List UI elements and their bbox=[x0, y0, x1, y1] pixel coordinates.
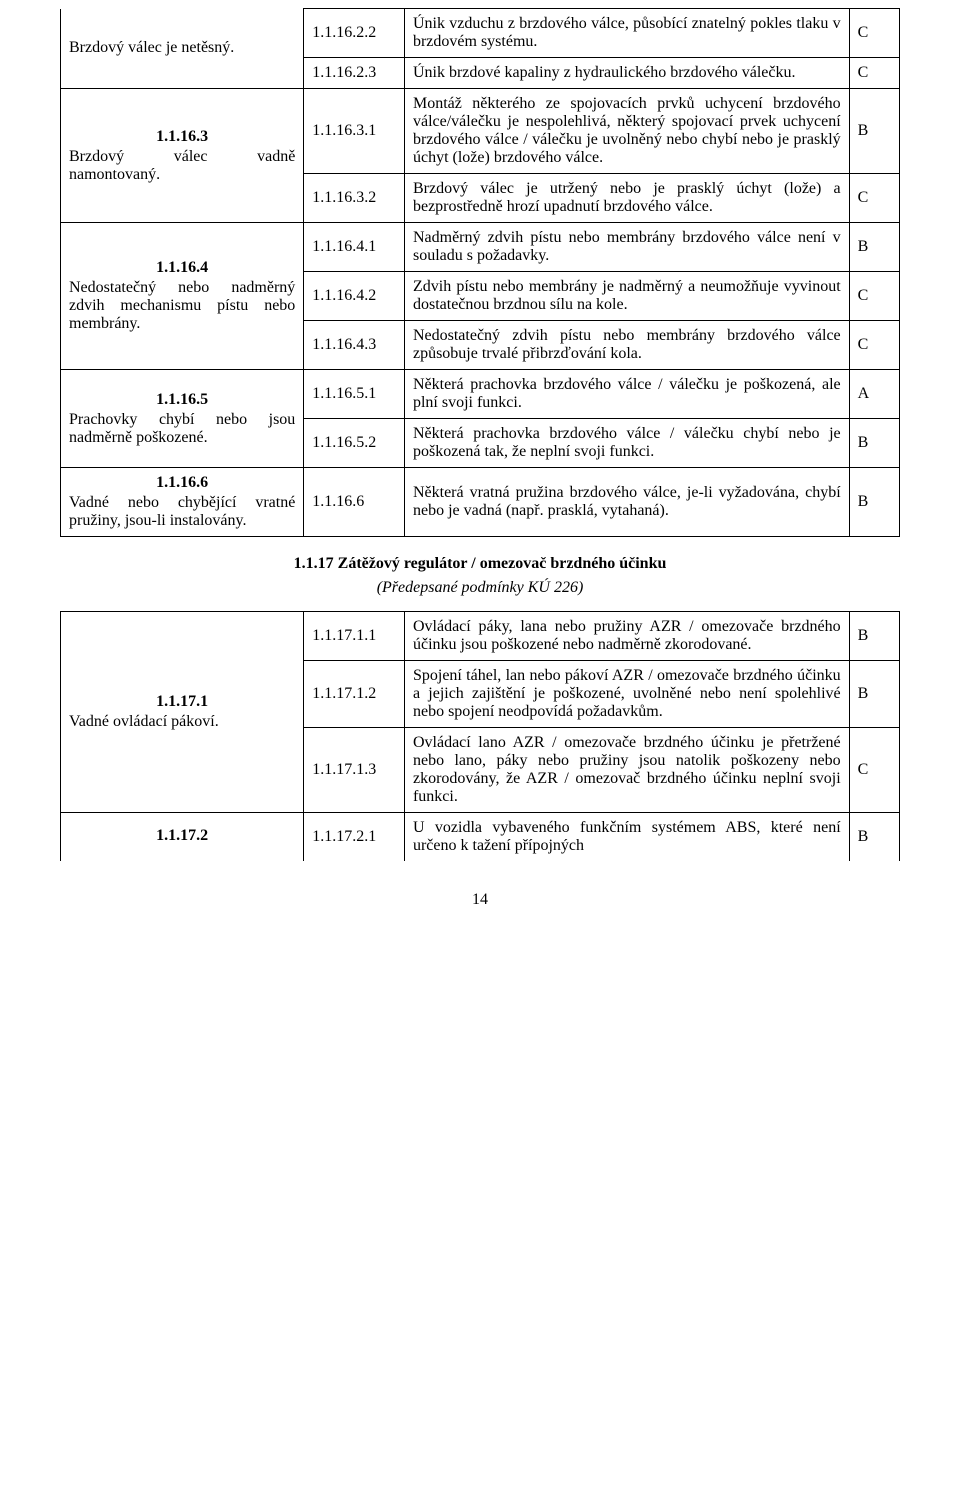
row-left-cell: 1.1.17.1 Vadné ovládací pákoví. bbox=[61, 612, 304, 813]
row-code: 1.1.16.3.1 bbox=[304, 89, 405, 174]
row-code: 1.1.17.1.3 bbox=[304, 728, 405, 813]
row-grade: B bbox=[849, 468, 899, 537]
row-code: 1.1.16.2.2 bbox=[304, 9, 405, 58]
row-left-number: 1.1.16.4 bbox=[69, 259, 295, 277]
row-grade: B bbox=[849, 223, 899, 272]
row-left-desc: Brzdový válec je netěsný. bbox=[69, 39, 295, 57]
row-left-number: 1.1.16.3 bbox=[69, 128, 295, 146]
table-1: Brzdový válec je netěsný. 1.1.16.2.2Únik … bbox=[60, 8, 900, 537]
row-grade: C bbox=[849, 9, 899, 58]
row-text: Ovládací páky, lana nebo pružiny AZR / o… bbox=[404, 612, 849, 661]
table-2: 1.1.17.1 Vadné ovládací pákoví. 1.1.17.1.1… bbox=[60, 611, 900, 861]
row-code: 1.1.16.3.2 bbox=[304, 174, 405, 223]
row-left-cell: 1.1.16.6 Vadné nebo chybějící vratné pruž… bbox=[61, 468, 304, 537]
table-row: Brzdový válec je netěsný. 1.1.16.2.2Únik … bbox=[61, 9, 900, 58]
row-code: 1.1.16.5.2 bbox=[304, 419, 405, 468]
row-code: 1.1.16.4.1 bbox=[304, 223, 405, 272]
row-code: 1.1.17.1.1 bbox=[304, 612, 405, 661]
row-grade: A bbox=[849, 370, 899, 419]
row-text: Nedostatečný zdvih pístu nebo membrány b… bbox=[404, 321, 849, 370]
row-left-cell: Brzdový válec je netěsný. bbox=[61, 9, 304, 89]
table-row: 1.1.17.1Vadné ovládací pákoví.1.1.17.1.1… bbox=[61, 612, 900, 661]
row-text: U vozidla vybaveného funkčním systémem A… bbox=[404, 813, 849, 862]
row-grade: B bbox=[849, 89, 899, 174]
row-text: Únik brzdové kapaliny z hydraulického br… bbox=[404, 58, 849, 89]
row-text: Některá prachovka brzdového válce / vále… bbox=[404, 370, 849, 419]
row-text: Spojení táhel, lan nebo pákoví AZR / ome… bbox=[404, 661, 849, 728]
row-code: 1.1.16.4.3 bbox=[304, 321, 405, 370]
row-grade: C bbox=[849, 174, 899, 223]
row-left-number: 1.1.16.6 bbox=[69, 474, 295, 492]
row-grade: C bbox=[849, 58, 899, 89]
row-text: Některá vratná pružina brzdového válce, … bbox=[404, 468, 849, 537]
row-text: Zdvih pístu nebo membrány je nadměrný a … bbox=[404, 272, 849, 321]
row-code: 1.1.16.6 bbox=[304, 468, 405, 537]
row-text: Některá prachovka brzdového válce / vále… bbox=[404, 419, 849, 468]
row-grade: C bbox=[849, 728, 899, 813]
row-text: Nadměrný zdvih pístu nebo membrány brzdo… bbox=[404, 223, 849, 272]
row-left-number: 1.1.17.1 bbox=[69, 693, 295, 711]
section-subtitle: (Předepsané podmínky KÚ 226) bbox=[60, 579, 900, 597]
row-grade: B bbox=[849, 661, 899, 728]
row-grade: B bbox=[849, 813, 899, 862]
row-left-cell: 1.1.16.4 Nedostatečný nebo nadměrný zdvih… bbox=[61, 223, 304, 370]
table-row: 1.1.16.5Prachovky chybí nebo jsou nadměr… bbox=[61, 370, 900, 419]
row-left-desc: Nedostatečný nebo nadměrný zdvih mechani… bbox=[69, 279, 295, 333]
row-left-desc: Vadné ovládací pákoví. bbox=[69, 713, 295, 731]
table-row: 1.1.17.2 1.1.17.2.1U vozidla vybaveného f… bbox=[61, 813, 900, 862]
row-grade: B bbox=[849, 612, 899, 661]
row-code: 1.1.16.5.1 bbox=[304, 370, 405, 419]
row-code: 1.1.17.1.2 bbox=[304, 661, 405, 728]
row-left-cell: 1.1.17.2 bbox=[61, 813, 304, 862]
row-grade: B bbox=[849, 419, 899, 468]
section-title: 1.1.17 Zátěžový regulátor / omezovač brz… bbox=[60, 555, 900, 573]
row-left-desc: Brzdový válec vadně namontovaný. bbox=[69, 148, 295, 184]
row-code: 1.1.17.2.1 bbox=[304, 813, 405, 862]
row-left-number: 1.1.16.5 bbox=[69, 391, 295, 409]
row-left-number: 1.1.17.2 bbox=[69, 827, 295, 845]
row-text: Brzdový válec je utržený nebo je prasklý… bbox=[404, 174, 849, 223]
page-number: 14 bbox=[60, 891, 900, 909]
table-row: 1.1.16.6Vadné nebo chybějící vratné pruž… bbox=[61, 468, 900, 537]
row-text: Montáž některého ze spojovacích prvků uc… bbox=[404, 89, 849, 174]
row-grade: C bbox=[849, 272, 899, 321]
row-code: 1.1.16.2.3 bbox=[304, 58, 405, 89]
row-code: 1.1.16.4.2 bbox=[304, 272, 405, 321]
table-row: 1.1.16.3Brzdový válec vadně namontovaný.… bbox=[61, 89, 900, 174]
row-left-desc: Prachovky chybí nebo jsou nadměrně poško… bbox=[69, 411, 295, 447]
row-left-desc: Vadné nebo chybějící vratné pružiny, jso… bbox=[69, 494, 295, 530]
row-text: Ovládací lano AZR / omezovače brzdného ú… bbox=[404, 728, 849, 813]
row-grade: C bbox=[849, 321, 899, 370]
row-text: Únik vzduchu z brzdového válce, působící… bbox=[404, 9, 849, 58]
row-left-cell: 1.1.16.5 Prachovky chybí nebo jsou nadměr… bbox=[61, 370, 304, 468]
table-row: 1.1.16.4Nedostatečný nebo nadměrný zdvih… bbox=[61, 223, 900, 272]
row-left-cell: 1.1.16.3 Brzdový válec vadně namontovaný. bbox=[61, 89, 304, 223]
